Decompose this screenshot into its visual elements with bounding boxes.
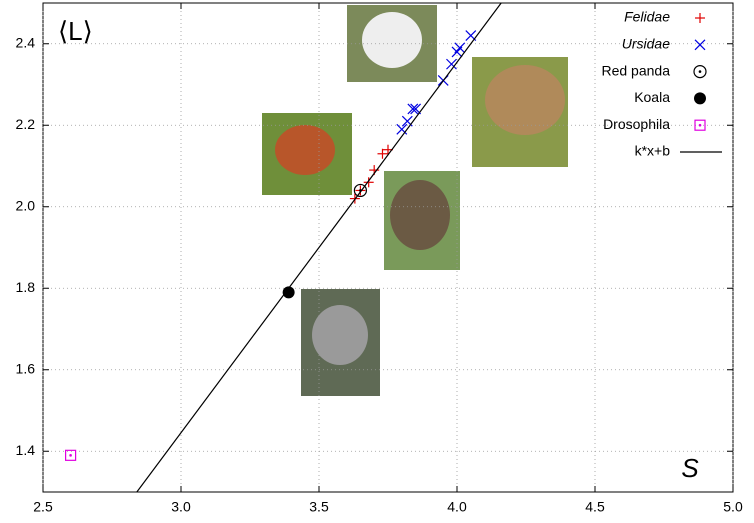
point <box>363 177 374 188</box>
y-tick-label: 2.4 <box>16 34 36 50</box>
x-tick-label: 3.0 <box>171 499 191 515</box>
x-axis-label: S <box>681 453 699 483</box>
point <box>410 103 422 115</box>
legend-label: Koala <box>634 89 670 105</box>
bear-photo <box>485 65 565 135</box>
legend-swatch <box>695 13 705 23</box>
x-tick-label: 5.0 <box>723 499 743 515</box>
legend-label: Drosophila <box>603 116 670 132</box>
x-tick-label: 2.5 <box>33 499 53 515</box>
y-axis-label: ⟨L⟩ <box>58 16 93 46</box>
legend-swatch <box>693 64 707 79</box>
legend-swatch <box>694 39 706 51</box>
legend-label: Red panda <box>601 62 670 78</box>
point <box>377 148 388 159</box>
red-panda-photo <box>275 125 335 175</box>
legend-label: Felidae <box>624 9 670 25</box>
point <box>454 42 466 54</box>
cat-photo <box>390 180 450 250</box>
koala-photo <box>312 305 368 365</box>
legend-label: k*x+b <box>635 143 671 159</box>
point <box>446 58 457 70</box>
x-tick-label: 4.5 <box>585 499 605 515</box>
y-tick-label: 2.2 <box>16 116 36 132</box>
y-tick-label: 1.8 <box>16 279 36 295</box>
fit-line <box>136 3 502 492</box>
x-tick-label: 4.0 <box>447 499 467 515</box>
legend-swatch <box>694 92 706 105</box>
point <box>396 123 408 135</box>
point <box>282 286 295 299</box>
giant-panda-photo <box>362 12 422 68</box>
y-tick-label: 2.0 <box>16 197 36 213</box>
point <box>64 449 77 461</box>
y-tick-label: 1.4 <box>16 442 36 458</box>
legend-label: Ursidae <box>622 36 670 52</box>
legend-swatch <box>694 119 706 131</box>
y-tick-label: 1.6 <box>16 360 36 376</box>
x-tick-label: 3.5 <box>309 499 329 515</box>
point <box>407 103 419 115</box>
